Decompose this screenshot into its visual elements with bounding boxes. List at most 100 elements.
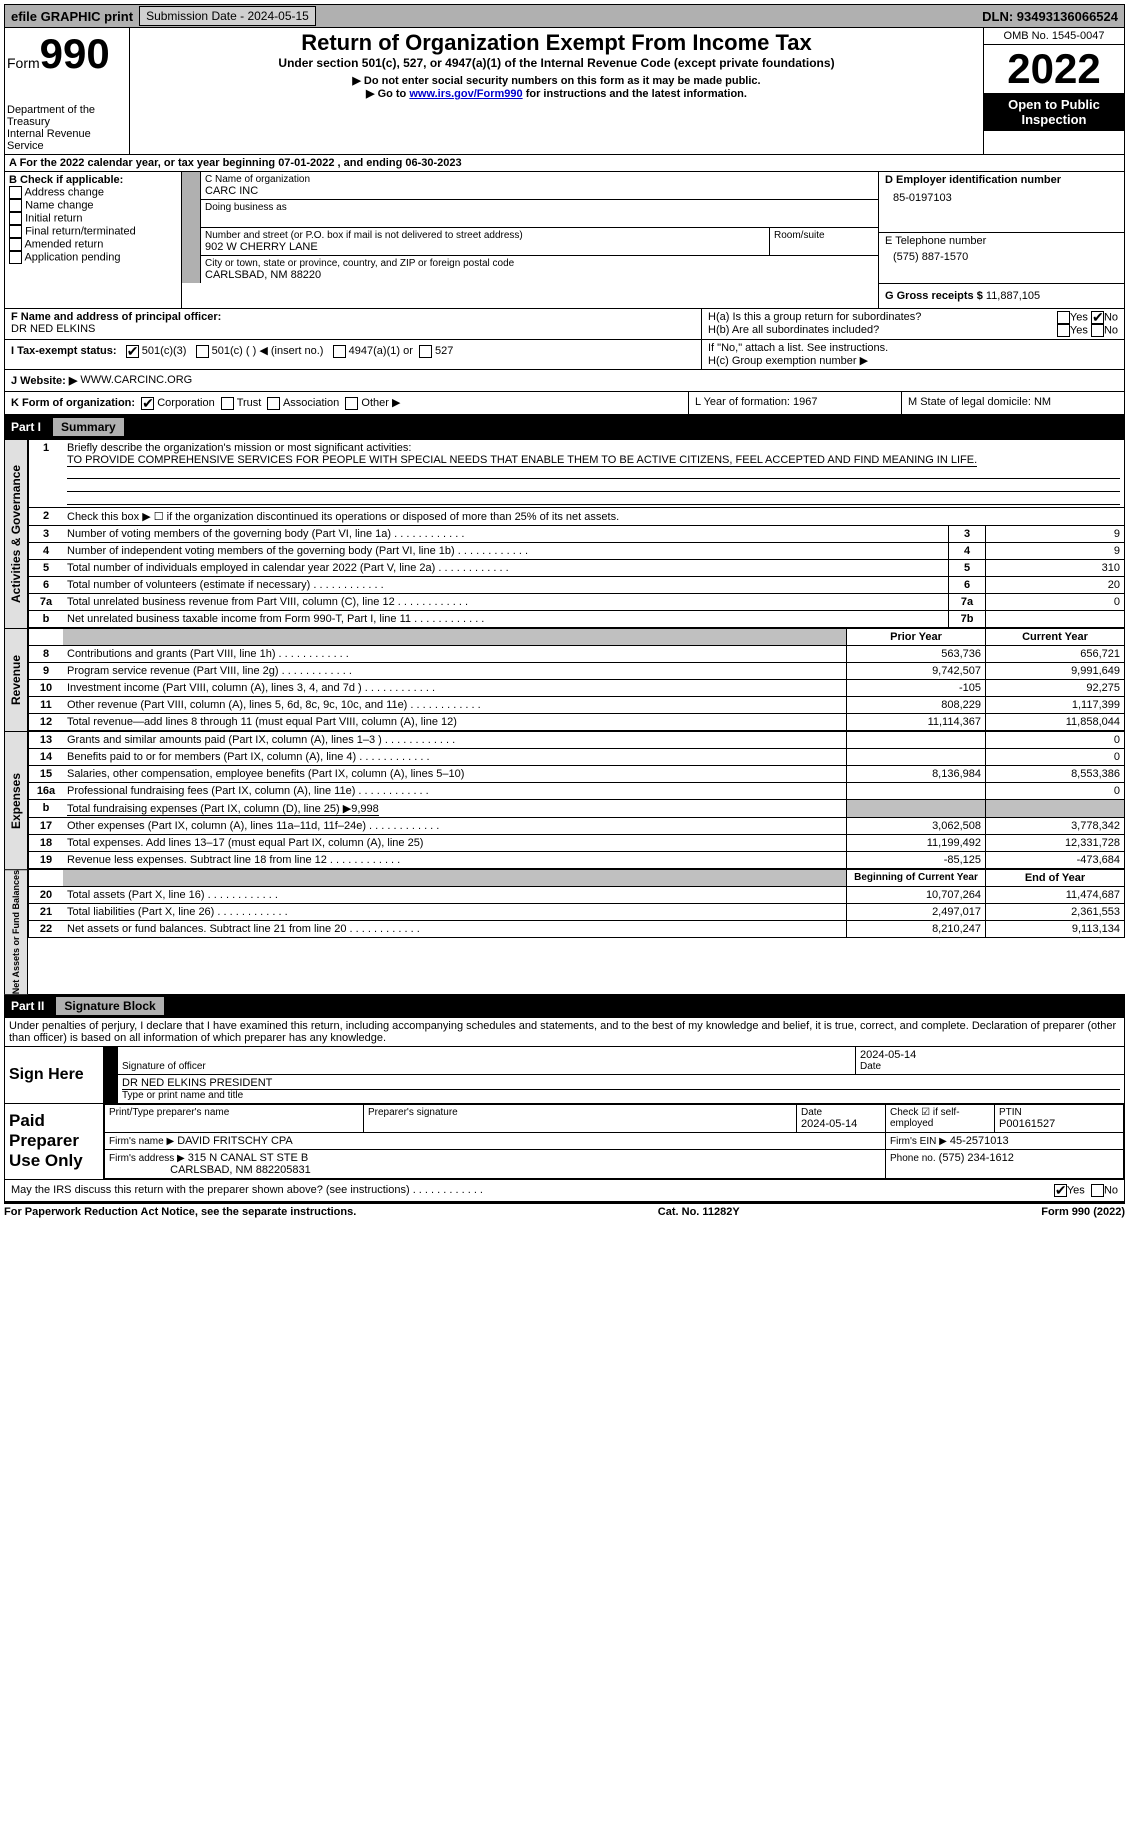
r9-d: Program service revenue (Part VIII, line… bbox=[67, 665, 279, 677]
cb-527[interactable] bbox=[419, 345, 432, 358]
phone-label: E Telephone number bbox=[885, 235, 1118, 247]
cb-4947[interactable] bbox=[333, 345, 346, 358]
firm-addr-label: Firm's address ▶ bbox=[109, 1153, 185, 1164]
ha-no: No bbox=[1104, 311, 1118, 323]
cb-final[interactable] bbox=[9, 225, 22, 238]
cb-app-pending[interactable] bbox=[9, 251, 22, 264]
irs-link[interactable]: www.irs.gov/Form990 bbox=[409, 88, 522, 100]
r15-c: 8,553,386 bbox=[986, 765, 1125, 782]
pp-date: 2024-05-14 bbox=[801, 1118, 881, 1130]
firm-ein: 45-2571013 bbox=[950, 1135, 1009, 1147]
r17-d: Other expenses (Part IX, column (A), lin… bbox=[67, 820, 366, 832]
r7a-b: 7a bbox=[949, 593, 986, 610]
r8-c: 656,721 bbox=[986, 645, 1125, 662]
hb-label: H(b) Are all subordinates included? bbox=[708, 324, 1057, 337]
r10-p: -105 bbox=[847, 679, 986, 696]
top-bar: efile GRAPHIC print Submission Date - 20… bbox=[4, 4, 1125, 28]
r20-p: 10,707,264 bbox=[847, 886, 986, 903]
k-o2: Trust bbox=[237, 397, 262, 409]
firm-phone-label: Phone no. bbox=[890, 1153, 936, 1164]
part1-title: Summary bbox=[53, 418, 124, 436]
form-header: Form990 Department of the Treasury Inter… bbox=[4, 28, 1125, 155]
r16a-n: 16a bbox=[29, 782, 64, 799]
r3-b: 3 bbox=[949, 525, 986, 542]
note2-pre: ▶ Go to bbox=[366, 88, 409, 100]
opt-initial: Initial return bbox=[25, 212, 82, 224]
opt-final: Final return/terminated bbox=[25, 225, 136, 237]
cb-501c3[interactable] bbox=[126, 345, 139, 358]
r6-b: 6 bbox=[949, 576, 986, 593]
cb-trust[interactable] bbox=[221, 397, 234, 410]
efile-label: efile GRAPHIC print bbox=[5, 7, 139, 26]
cb-ha-no[interactable] bbox=[1091, 311, 1104, 324]
cb-ha-yes[interactable] bbox=[1057, 311, 1070, 324]
sig-date-label: Date bbox=[860, 1061, 1120, 1072]
r10-c: 92,275 bbox=[986, 679, 1125, 696]
col-end: End of Year bbox=[986, 869, 1125, 886]
r21-p: 2,497,017 bbox=[847, 903, 986, 920]
cb-name-change[interactable] bbox=[9, 199, 22, 212]
l1-label: Briefly describe the organization's miss… bbox=[67, 442, 411, 454]
gross-label: G Gross receipts $ bbox=[885, 290, 983, 302]
i-o2: 501(c) ( ) ◀ (insert no.) bbox=[212, 345, 324, 357]
sign-here-block: Sign Here Signature of officer 2024-05-1… bbox=[4, 1047, 1125, 1104]
r12-d: Total revenue—add lines 8 through 11 (mu… bbox=[67, 716, 457, 728]
r14-c: 0 bbox=[986, 748, 1125, 765]
open-inspection: Open to Public Inspection bbox=[984, 93, 1124, 131]
cb-initial[interactable] bbox=[9, 212, 22, 225]
r15-d: Salaries, other compensation, employee b… bbox=[67, 768, 464, 780]
cb-hb-yes[interactable] bbox=[1057, 324, 1070, 337]
r13-d: Grants and similar amounts paid (Part IX… bbox=[67, 734, 382, 746]
r9-n: 9 bbox=[29, 662, 64, 679]
r16b-d: Total fundraising expenses (Part IX, col… bbox=[67, 803, 379, 816]
note2-post: for instructions and the latest informat… bbox=[523, 88, 747, 100]
website-value: WWW.CARCINC.ORG bbox=[80, 374, 192, 387]
cb-501c[interactable] bbox=[196, 345, 209, 358]
r14-p bbox=[847, 748, 986, 765]
pp-check: Check ☑ if self-employed bbox=[886, 1104, 995, 1132]
opt-app: Application pending bbox=[24, 251, 120, 263]
sig-date: 2024-05-14 bbox=[860, 1049, 1120, 1061]
r5-d: Total number of individuals employed in … bbox=[67, 562, 435, 574]
i-row: I Tax-exempt status: 501(c)(3) 501(c) ( … bbox=[4, 340, 1125, 370]
cb-other[interactable] bbox=[345, 397, 358, 410]
sig-name-label: Type or print name and title bbox=[122, 1090, 1120, 1101]
cb-corp[interactable] bbox=[141, 397, 154, 410]
cb-assoc[interactable] bbox=[267, 397, 280, 410]
part2-header: Part II Signature Block bbox=[4, 994, 1125, 1018]
i-o1: 501(c)(3) bbox=[142, 345, 187, 357]
r13-c: 0 bbox=[986, 731, 1125, 748]
arrow-icon bbox=[104, 1047, 118, 1075]
r7a-n: 7a bbox=[29, 593, 64, 610]
r3-d: Number of voting members of the governin… bbox=[67, 528, 391, 540]
revenue-section: Revenue Prior YearCurrent Year 8Contribu… bbox=[4, 628, 1125, 731]
form-title: Return of Organization Exempt From Incom… bbox=[132, 30, 981, 56]
i-o4: 527 bbox=[435, 345, 453, 357]
paid-label: Paid Preparer Use Only bbox=[5, 1104, 104, 1179]
r15-n: 15 bbox=[29, 765, 64, 782]
footer-right: Form 990 (2022) bbox=[1041, 1206, 1125, 1218]
cb-discuss-yes[interactable] bbox=[1054, 1184, 1067, 1197]
r6-n: 6 bbox=[29, 576, 64, 593]
r10-d: Investment income (Part VIII, column (A)… bbox=[67, 682, 362, 694]
form-number: 990 bbox=[40, 30, 110, 77]
part1-header: Part I Summary bbox=[4, 415, 1125, 439]
cb-discuss-no[interactable] bbox=[1091, 1184, 1104, 1197]
r11-p: 808,229 bbox=[847, 696, 986, 713]
cb-hb-no[interactable] bbox=[1091, 324, 1104, 337]
f-label: F Name and address of principal officer: bbox=[11, 311, 695, 323]
page-footer: For Paperwork Reduction Act Notice, see … bbox=[4, 1202, 1125, 1218]
r7a-d: Total unrelated business revenue from Pa… bbox=[67, 596, 395, 608]
cb-address-change[interactable] bbox=[9, 186, 22, 199]
cb-amended[interactable] bbox=[9, 238, 22, 251]
ha-label: H(a) Is this a group return for subordin… bbox=[708, 311, 1057, 324]
l-year: L Year of formation: 1967 bbox=[688, 392, 901, 414]
r7a-v: 0 bbox=[986, 593, 1125, 610]
dept-treasury: Department of the Treasury bbox=[7, 104, 127, 128]
expenses-section: Expenses 13Grants and similar amounts pa… bbox=[4, 731, 1125, 869]
ptin-label: PTIN bbox=[999, 1107, 1119, 1118]
section-b-label: B Check if applicable: bbox=[9, 174, 177, 186]
r3-v: 9 bbox=[986, 525, 1125, 542]
discuss-row: May the IRS discuss this return with the… bbox=[4, 1180, 1125, 1202]
r13-p bbox=[847, 731, 986, 748]
